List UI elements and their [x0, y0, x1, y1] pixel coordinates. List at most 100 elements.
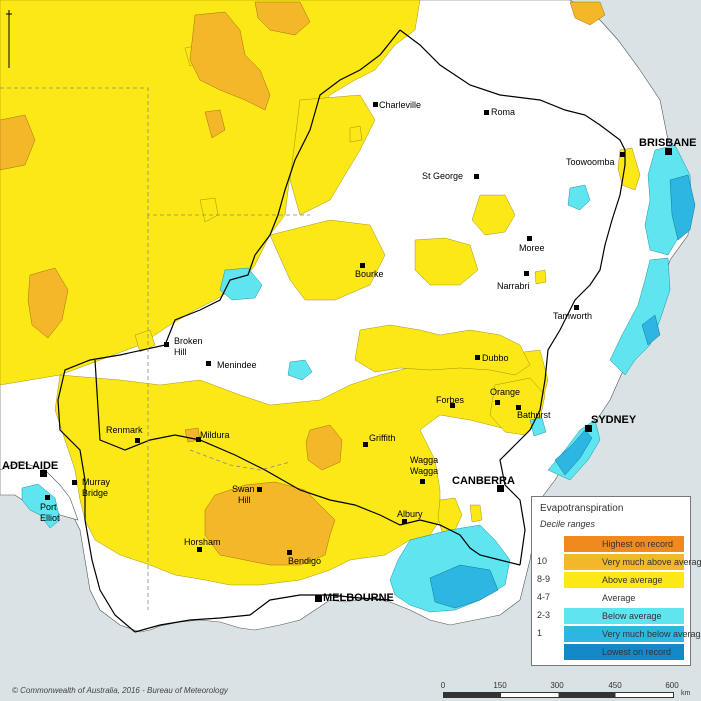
place-markers: [40, 102, 672, 602]
marker-orange: [495, 400, 500, 405]
legend-swatch: Average: [564, 590, 684, 606]
scale-tick-label: 300: [550, 681, 564, 690]
label-charleville: Charleville: [379, 100, 421, 110]
scale-tick-label: 150: [493, 681, 507, 690]
marker-albury: [402, 519, 407, 524]
region-very-much-above: [0, 1, 606, 566]
marker-narrabri: [524, 271, 529, 276]
region-very-much-below: [429, 174, 696, 609]
state-borders: [57, 29, 626, 633]
legend-decile: 8-9: [537, 574, 551, 584]
legend-label: Average: [602, 593, 636, 603]
legend-label: Highest on record: [602, 539, 674, 549]
legend-item-highest: Highest on record: [532, 535, 692, 553]
marker-murray-bridge: [72, 480, 77, 485]
marker-melbourne: [315, 595, 322, 602]
label-wagga-1: Wagga: [410, 455, 438, 465]
marker-forbes: [450, 403, 455, 408]
label-narrabri: Narrabri: [497, 281, 530, 291]
legend-swatch: Highest on record: [564, 536, 684, 552]
label-swan-hill-2: Hill: [238, 495, 251, 505]
marker-canberra: [497, 485, 504, 492]
legend-swatch: Very much below average: [564, 626, 701, 642]
marker-swan-hill: [257, 487, 262, 492]
legend-decile: 1: [537, 628, 543, 638]
scale-tick-label: 450: [608, 681, 622, 690]
region-above-average: [0, 0, 641, 586]
label-mildura: Mildura: [200, 430, 230, 440]
legend-title: Evapotranspiration: [540, 503, 624, 514]
legend-subtitle: Decile ranges: [540, 519, 596, 529]
marker-sydney: [585, 425, 592, 432]
legend-swatch: Very much above average: [564, 554, 701, 570]
legend-decile: 10: [537, 556, 548, 566]
marker-st-george: [474, 174, 479, 179]
label-broken-hill-2: Hill: [174, 347, 187, 357]
legend-item-average: 4-7 Average: [532, 589, 692, 607]
label-roma: Roma: [491, 107, 515, 117]
marker-wagga: [420, 479, 425, 484]
legend-swatch: Lowest on record: [564, 644, 684, 660]
marker-griffith: [363, 442, 368, 447]
marker-bathurst: [516, 405, 521, 410]
legend-item-very-much-above: 10 Very much above average: [532, 553, 701, 571]
label-tamworth: Tamworth: [553, 311, 592, 321]
marker-broken-hill: [164, 342, 169, 347]
marker-port-elliot: [45, 495, 50, 500]
scale-tick-label: 0: [440, 681, 446, 690]
label-forbes: Forbes: [436, 395, 465, 405]
label-dubbo: Dubbo: [482, 353, 509, 363]
marker-bendigo: [287, 550, 292, 555]
legend-decile: 4-7: [537, 592, 551, 602]
place-labels: Charleville Roma BRISBANE Toowoomba St G…: [2, 100, 696, 604]
scale-bar: 0 150 300 450 600 km: [440, 681, 690, 701]
legend-label: Very much above average: [602, 557, 701, 567]
legend-swatch: Below average: [564, 608, 684, 624]
marker-moree: [527, 236, 532, 241]
scale-unit: km: [681, 690, 691, 697]
scale-tick-label: 600: [665, 681, 679, 690]
north-arrow-icon: [4, 10, 14, 68]
legend-label: Lowest on record: [602, 647, 672, 657]
label-broken-hill-1: Broken: [174, 336, 203, 346]
dashed-boundaries: [0, 87, 310, 610]
legend-label: Very much below average: [602, 629, 701, 639]
label-orange: Orange: [490, 387, 520, 397]
marker-dubbo: [475, 355, 480, 360]
legend-item-very-much-below: 1 Very much below average: [532, 625, 701, 643]
label-murray-bridge-2: Bridge: [82, 488, 108, 498]
label-menindee: Menindee: [217, 360, 257, 370]
marker-menindee: [206, 361, 211, 366]
label-adelaide: ADELAIDE: [2, 460, 58, 472]
label-melbourne: MELBOURNE: [323, 592, 394, 604]
label-griffith: Griffith: [369, 433, 395, 443]
marker-bourke: [360, 263, 365, 268]
marker-mildura: [196, 437, 201, 442]
label-toowoomba: Toowoomba: [566, 157, 615, 167]
marker-tamworth: [574, 305, 579, 310]
marker-renmark: [135, 438, 140, 443]
copyright-notice: © Commonwealth of Australia, 2016 - Bure…: [12, 686, 228, 695]
legend-label: Below average: [602, 611, 662, 621]
marker-roma: [484, 110, 489, 115]
label-wagga-2: Wagga: [410, 466, 438, 476]
label-bendigo: Bendigo: [288, 556, 321, 566]
scale-bar-graphic: [443, 692, 674, 698]
label-sydney: SYDNEY: [591, 414, 637, 426]
label-bourke: Bourke: [355, 269, 384, 279]
marker-adelaide: [40, 470, 47, 477]
label-port-elliot-1: Port: [40, 502, 57, 512]
legend-item-below: 2-3 Below average: [532, 607, 692, 625]
label-albury: Albury: [397, 509, 423, 519]
label-port-elliot-2: Elliot: [40, 513, 60, 523]
marker-horsham: [197, 547, 202, 552]
legend-item-lowest: Lowest on record: [532, 643, 692, 661]
label-renmark: Renmark: [106, 425, 143, 435]
legend-swatch: Above average: [564, 572, 684, 588]
marker-toowoomba: [620, 152, 625, 157]
label-bathurst: Bathurst: [517, 410, 551, 420]
legend-label: Above average: [602, 575, 663, 585]
legend-item-above: 8-9 Above average: [532, 571, 692, 589]
